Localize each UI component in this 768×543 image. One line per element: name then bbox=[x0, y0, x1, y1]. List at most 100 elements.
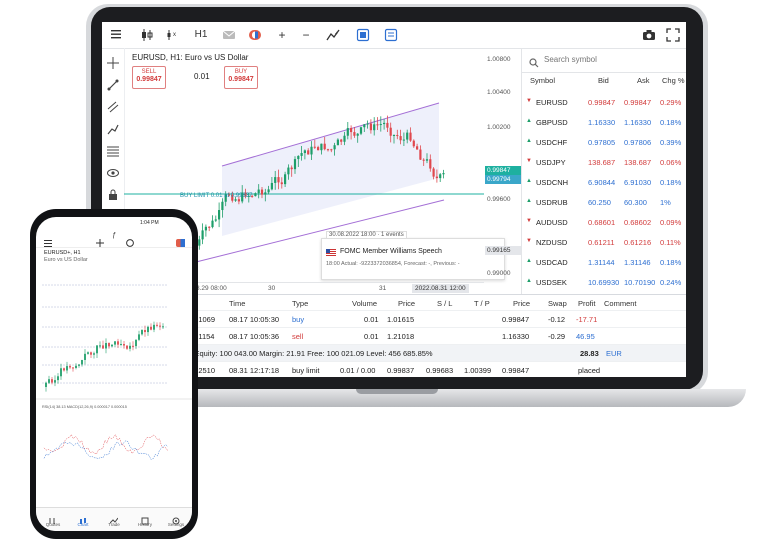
order-row[interactable]: 752510 08.31 12:17:18 buy limit 0.01 / 0… bbox=[124, 361, 686, 377]
price-axis[interactable]: 1.00800 1.00400 1.00200 0.99847 0.99794 … bbox=[485, 48, 520, 294]
col-header-current-price[interactable]: Price bbox=[513, 299, 530, 308]
zoom-out-button[interactable]: − bbox=[300, 28, 312, 42]
trendline-icon[interactable] bbox=[107, 78, 119, 90]
phone-candle-body bbox=[51, 379, 53, 382]
col-header-tp[interactable]: T / P bbox=[474, 299, 490, 308]
candle-body bbox=[360, 127, 362, 133]
nav-history[interactable]: History bbox=[130, 522, 160, 527]
watchlist-row[interactable]: ▲ USDRUB 60.250 60.300 1% bbox=[522, 193, 686, 213]
fibonacci-icon[interactable] bbox=[107, 144, 119, 156]
watchlist-row[interactable]: ▲ USDSEK 10.69930 10.70190 0.24% bbox=[522, 273, 686, 293]
watchlist-bid: 1.16330 bbox=[588, 118, 615, 127]
price-tick: 1.00800 bbox=[487, 56, 511, 63]
phone-candle-body bbox=[63, 368, 65, 370]
col-header-comment[interactable]: Comment bbox=[604, 299, 637, 308]
candle-body bbox=[436, 177, 438, 178]
settings-tab-icon[interactable] bbox=[172, 512, 180, 530]
total-profit: 28.83 bbox=[580, 349, 599, 358]
take-profit: 1.00399 bbox=[464, 366, 491, 375]
buy-limit-label[interactable]: BUY LIMIT 0.01 at 0.99837 bbox=[180, 193, 253, 199]
volume: 0.01 / 0.00 bbox=[340, 366, 375, 375]
watchlist-bid: 1.31144 bbox=[588, 258, 615, 267]
open-price: 1.01615 bbox=[387, 315, 414, 324]
watchlist-ask: 0.68602 bbox=[624, 218, 651, 227]
pitchfork-icon[interactable] bbox=[107, 122, 119, 134]
position-row[interactable]: 761154 08.17 10:05:36 sell 0.01 1.21018 … bbox=[124, 327, 686, 345]
candle-body bbox=[400, 136, 402, 140]
screenshot-camera-icon[interactable] bbox=[642, 28, 656, 42]
nav-quotes[interactable]: Quotes bbox=[38, 522, 68, 527]
phone-candle-body bbox=[48, 379, 50, 383]
search-icon bbox=[529, 55, 539, 73]
fullscreen-icon[interactable] bbox=[666, 28, 680, 42]
watchlist-row[interactable]: ▼ AUDUSD 0.68601 0.68602 0.09% bbox=[522, 213, 686, 233]
watchlist-row[interactable]: ▼ USDJPY 138.687 138.687 0.06% bbox=[522, 153, 686, 173]
crosshair-icon[interactable] bbox=[107, 56, 119, 68]
col-header-bid[interactable]: Bid bbox=[598, 76, 609, 85]
symbol-search[interactable] bbox=[522, 48, 686, 73]
col-header-swap[interactable]: Swap bbox=[548, 299, 567, 308]
col-header-symbol[interactable]: Symbol bbox=[530, 76, 555, 85]
phone-candle-body bbox=[141, 330, 143, 334]
col-header-type[interactable]: Type bbox=[292, 299, 308, 308]
watchlist-row[interactable]: ▲ USDCNH 6.90844 6.91030 0.18% bbox=[522, 173, 686, 193]
indicators-icon[interactable]: x bbox=[166, 28, 180, 42]
col-header-profit[interactable]: Profit bbox=[578, 299, 596, 308]
envelope-icon[interactable] bbox=[222, 28, 236, 42]
data-window-icon[interactable] bbox=[384, 28, 398, 42]
menu-icon[interactable] bbox=[110, 28, 122, 42]
chart-style-icon[interactable]: + bbox=[326, 28, 340, 42]
watchlist-row[interactable]: ▼ EURUSD 0.99847 0.99847 0.29% bbox=[522, 93, 686, 113]
col-header-ask[interactable]: Ask bbox=[637, 76, 650, 85]
object-list-icon[interactable] bbox=[356, 28, 370, 42]
col-header-time[interactable]: Time bbox=[229, 299, 245, 308]
watchlist-row[interactable]: ▼ NZDUSD 0.61211 0.61216 0.11% bbox=[522, 233, 686, 253]
news-popup[interactable]: 30.08.2022 18:00 · 1 events FOMC Member … bbox=[321, 238, 505, 280]
phone-candlestick-chart[interactable] bbox=[36, 247, 192, 507]
col-header-change[interactable]: Chg % bbox=[662, 76, 685, 85]
news-title: FOMC Member Williams Speech bbox=[340, 248, 442, 255]
current-price: 1.16330 bbox=[502, 332, 529, 341]
col-header-price[interactable]: Price bbox=[398, 299, 415, 308]
eye-icon[interactable] bbox=[107, 166, 119, 178]
timeframe-button[interactable]: H1 bbox=[194, 28, 208, 42]
watchlist-row[interactable]: ▲ USDCAD 1.31144 1.31146 0.18% bbox=[522, 253, 686, 273]
trade-tab-icon[interactable] bbox=[110, 512, 118, 530]
volume: 0.01 bbox=[364, 332, 379, 341]
phone-function-icon[interactable]: ƒ bbox=[112, 232, 116, 239]
nav-trade[interactable]: Trade bbox=[99, 522, 129, 527]
up-arrow-icon: ▲ bbox=[526, 198, 532, 204]
us-flag-icon bbox=[326, 249, 336, 256]
nav-settings[interactable]: Settings bbox=[161, 522, 191, 527]
col-header-sl[interactable]: S / L bbox=[437, 299, 452, 308]
candle-body bbox=[413, 141, 415, 147]
candle-body bbox=[264, 192, 266, 194]
col-header-volume[interactable]: Volume bbox=[352, 299, 377, 308]
candlestick-icon[interactable] bbox=[140, 28, 154, 42]
account-summary-row: .17 Equity: 100 043.00 Margin: 21.91 Fre… bbox=[124, 344, 686, 362]
candle-body bbox=[442, 173, 444, 174]
channel-tool-icon[interactable] bbox=[107, 100, 119, 112]
watchlist-row[interactable]: ▲ USDCHF 0.97805 0.97806 0.39% bbox=[522, 133, 686, 153]
history-tab-icon[interactable] bbox=[141, 512, 149, 530]
up-arrow-icon: ▲ bbox=[526, 118, 532, 124]
phone-candle-body bbox=[102, 345, 104, 348]
zoom-in-button[interactable]: + bbox=[276, 28, 288, 42]
quotes-icon[interactable] bbox=[48, 512, 56, 530]
candle-body bbox=[218, 210, 220, 219]
trade-type: sell bbox=[292, 332, 303, 341]
position-row[interactable]: 761069 08.17 10:05:30 buy 0.01 1.01615 0… bbox=[124, 310, 686, 328]
candle-body bbox=[271, 183, 273, 189]
lock-icon[interactable] bbox=[107, 188, 119, 200]
time-tick: 30 bbox=[268, 285, 275, 292]
watchlist-row[interactable]: ▲ GBPUSD 1.16330 1.16330 0.18% bbox=[522, 113, 686, 133]
candle-body bbox=[320, 144, 322, 150]
candle-body bbox=[310, 147, 312, 155]
search-input[interactable] bbox=[542, 54, 666, 65]
candle-body bbox=[357, 134, 359, 136]
nav-chart[interactable]: Chart bbox=[68, 522, 98, 527]
chart-tab-icon[interactable] bbox=[79, 512, 87, 530]
watchlist-bid: 138.687 bbox=[588, 158, 615, 167]
trade-toggle-icon[interactable] bbox=[248, 28, 262, 42]
open-time: 08.17 10:05:30 bbox=[229, 315, 279, 324]
